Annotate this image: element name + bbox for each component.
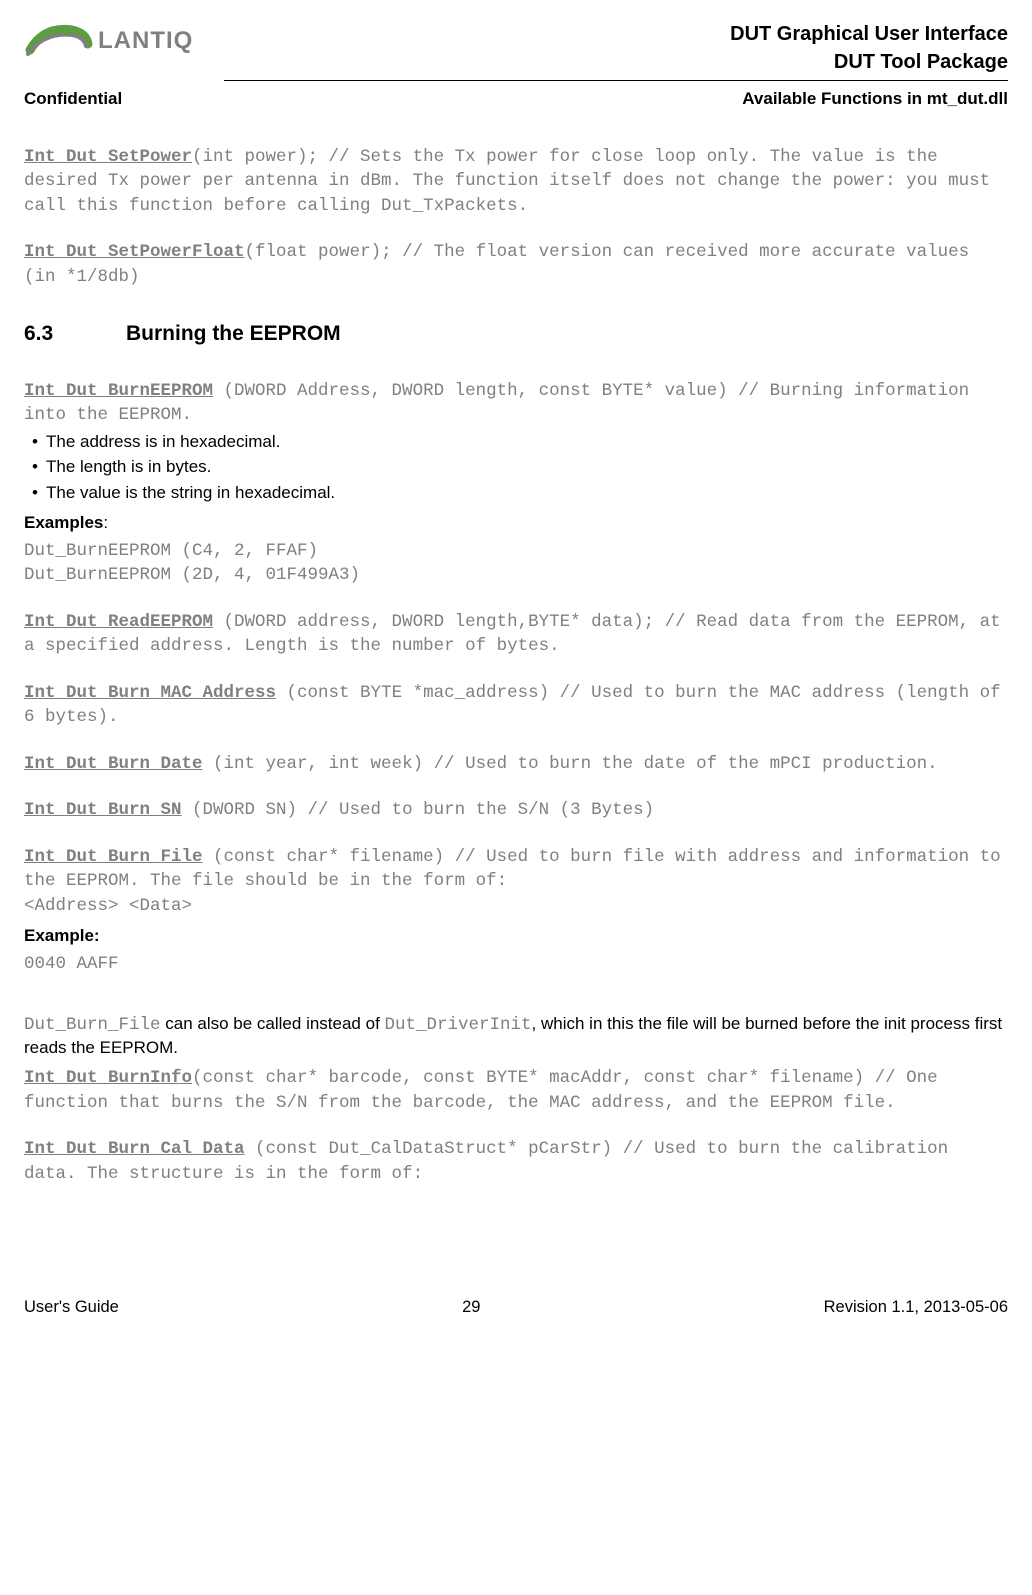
example-1: Dut_BurnEEPROM (C4, 2, FFAF) bbox=[24, 539, 1008, 564]
footer-left: User's Guide bbox=[24, 1296, 119, 1319]
bullet-icon: • bbox=[24, 430, 46, 454]
fn-name: Int Dut_Burn_Date bbox=[24, 754, 203, 774]
sub-header: Confidential Available Functions in mt_d… bbox=[24, 87, 1008, 111]
fn-name: Int Dut_BurnInfo bbox=[24, 1068, 192, 1088]
bullet-text: The value is the string in hexadecimal. bbox=[46, 481, 335, 505]
example-2: Dut_BurnEEPROM (2D, 4, 01F499A3) bbox=[24, 563, 1008, 588]
bullet-text: The address is in hexadecimal. bbox=[46, 430, 280, 454]
section-title: Burning the EEPROM bbox=[126, 322, 341, 345]
fn-burneeprom: Int Dut_BurnEEPROM (DWORD Address, DWORD… bbox=[24, 379, 1008, 428]
fn-rest: (DWORD SN) // Used to burn the S/N (3 By… bbox=[182, 800, 655, 820]
section-number: 6.3 bbox=[24, 319, 126, 348]
page-footer: User's Guide 29 Revision 1.1, 2013-05-06 bbox=[24, 1296, 1008, 1319]
header-title-2: DUT Tool Package bbox=[730, 48, 1008, 76]
fn-burninfo: Int Dut_BurnInfo(const char* barcode, co… bbox=[24, 1066, 1008, 1115]
example-value: 0040 AAFF bbox=[24, 952, 1008, 977]
fn-name: Int Dut_ReadEEPROM bbox=[24, 612, 213, 632]
logo-area: LANTIQ bbox=[24, 20, 193, 62]
header-rule bbox=[224, 80, 1008, 81]
inline-code: Dut_Burn_File bbox=[24, 1015, 161, 1035]
section-heading: 6.3Burning the EEPROM bbox=[24, 319, 1008, 348]
bullet-icon: • bbox=[24, 455, 46, 479]
footer-page-number: 29 bbox=[462, 1296, 480, 1319]
fn-burnsn: Int Dut_Burn_SN (DWORD SN) // Used to bu… bbox=[24, 798, 1008, 823]
example-label: Example: bbox=[24, 924, 1008, 948]
fn-name: Int Dut_Burn_Cal_Data bbox=[24, 1139, 245, 1159]
header-title-1: DUT Graphical User Interface bbox=[730, 20, 1008, 48]
note-text: Dut_Burn_File can also be called instead… bbox=[24, 1013, 1008, 1061]
header-titles: DUT Graphical User Interface DUT Tool Pa… bbox=[730, 20, 1008, 76]
fn-burndate: Int Dut_Burn_Date (int year, int week) /… bbox=[24, 752, 1008, 777]
bullet-text: The length is in bytes. bbox=[46, 455, 211, 479]
fn-readeeprom: Int Dut_ReadEEPROM (DWORD address, DWORD… bbox=[24, 610, 1008, 659]
functions-label: Available Functions in mt_dut.dll bbox=[742, 87, 1008, 111]
fn-burnfile: Int Dut_Burn_File (const char* filename)… bbox=[24, 845, 1008, 894]
fn-name: Int Dut_SetPower bbox=[24, 147, 192, 167]
bullet-icon: • bbox=[24, 481, 46, 505]
fn-name: Int Dut_Burn_MAC_Address bbox=[24, 683, 276, 703]
fn-rest: (int year, int week) // Used to burn the… bbox=[203, 754, 938, 774]
list-item: •The length is in bytes. bbox=[24, 455, 1008, 479]
logo-text: LANTIQ bbox=[98, 24, 193, 58]
page-header: LANTIQ DUT Graphical User Interface DUT … bbox=[24, 20, 1008, 76]
fn-burncaldata: Int Dut_Burn_Cal_Data (const Dut_CalData… bbox=[24, 1137, 1008, 1186]
fn-name: Int Dut_BurnEEPROM bbox=[24, 381, 213, 401]
confidential-label: Confidential bbox=[24, 87, 122, 111]
fn-name: Int Dut_Burn_File bbox=[24, 847, 203, 867]
fn-setpowerfloat: Int Dut_SetPowerFloat(float power); // T… bbox=[24, 240, 1008, 289]
fn-setpower: Int Dut_SetPower(int power); // Sets the… bbox=[24, 145, 1008, 219]
fn-burnmac: Int Dut_Burn_MAC_Address (const BYTE *ma… bbox=[24, 681, 1008, 730]
fn-burnfile-line2: <Address> <Data> bbox=[24, 894, 1008, 919]
bullet-list: •The address is in hexadecimal. •The len… bbox=[24, 430, 1008, 505]
logo-swoosh-icon bbox=[24, 20, 94, 62]
fn-name: Int Dut_SetPowerFloat bbox=[24, 242, 245, 262]
footer-revision: Revision 1.1, 2013-05-06 bbox=[824, 1296, 1008, 1319]
list-item: •The value is the string in hexadecimal. bbox=[24, 481, 1008, 505]
examples-label: Examples: bbox=[24, 511, 1008, 535]
inline-code: Dut_DriverInit bbox=[385, 1015, 532, 1035]
fn-name: Int Dut_Burn_SN bbox=[24, 800, 182, 820]
list-item: •The address is in hexadecimal. bbox=[24, 430, 1008, 454]
